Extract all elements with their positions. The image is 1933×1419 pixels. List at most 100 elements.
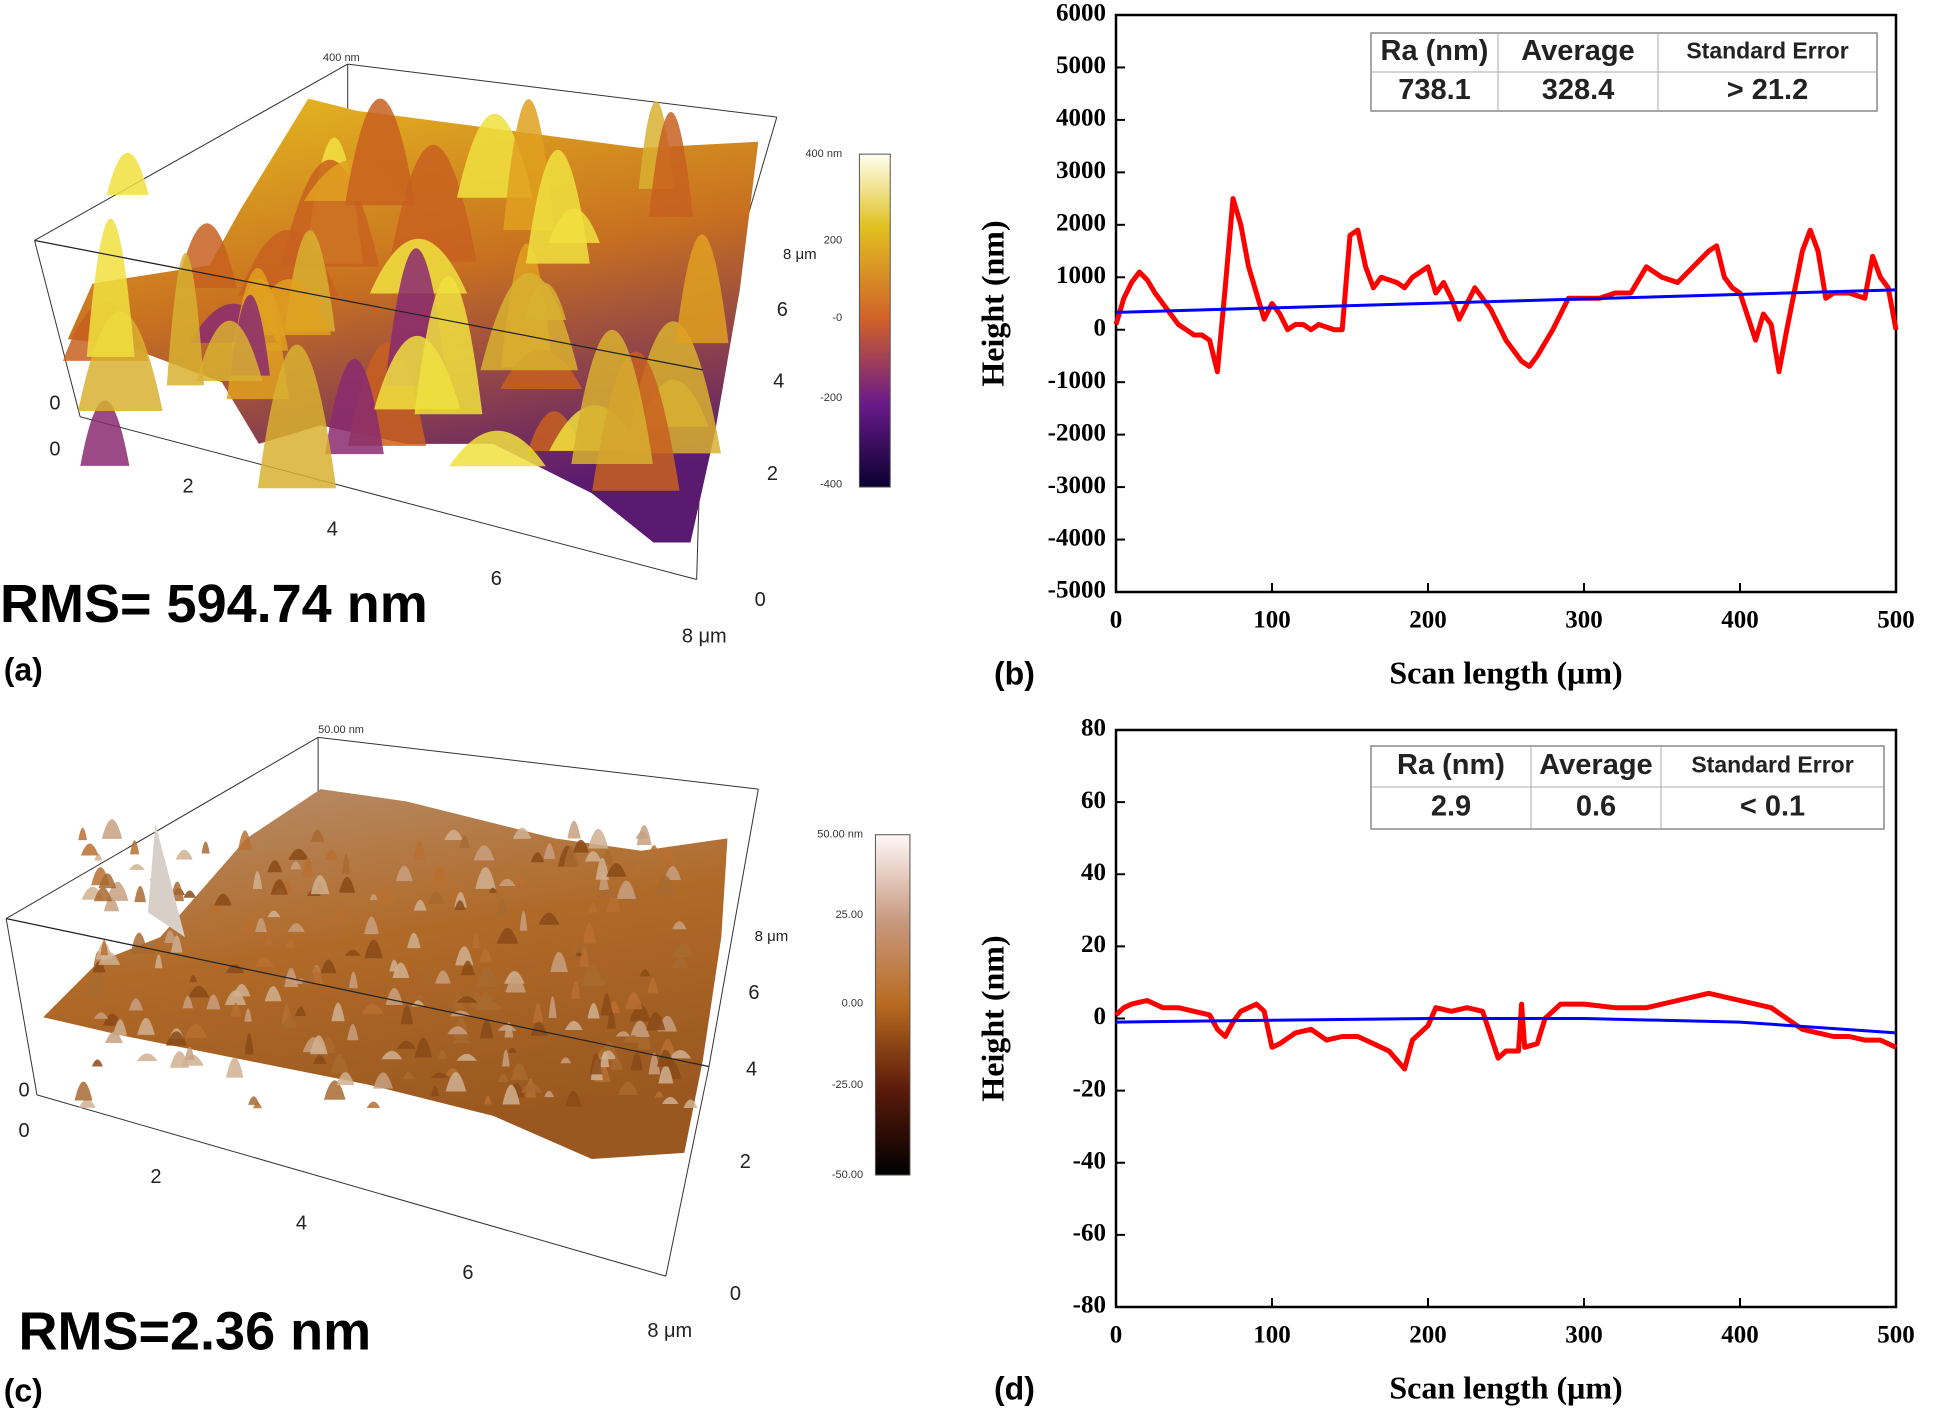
surface-peak [656, 1049, 675, 1067]
panel-label: (b) [994, 655, 1035, 691]
rms-label: RMS=2.36 nm [18, 1302, 371, 1362]
surface-peak [175, 849, 193, 860]
table-cell: 2.9 [1431, 791, 1471, 823]
surface-peak [154, 954, 163, 969]
surface-peak [310, 829, 325, 842]
surface-peak [497, 1024, 517, 1031]
surface-peak [101, 819, 123, 839]
surface-peak [445, 1071, 467, 1092]
x-tick-label: 500 [1877, 607, 1915, 634]
y-tick-label: -5000 [1048, 577, 1106, 604]
surface-peak [675, 234, 729, 344]
surface-peak [287, 923, 305, 932]
surface-peak [74, 1081, 93, 1101]
side-tick-label: 6 [777, 299, 788, 321]
surface-peak [205, 904, 225, 913]
colorbar-tick-label: -200 [820, 392, 842, 404]
surface-peak [438, 1050, 448, 1059]
surface-peak [435, 970, 451, 984]
box-edge [708, 789, 759, 1067]
x-tick-label: 0 [1110, 607, 1123, 634]
surface-peak [664, 865, 682, 881]
surface-peak [80, 400, 130, 466]
y-tick-label: 60 [1081, 787, 1106, 814]
table-header: Average [1521, 35, 1634, 67]
front-tick-label: 0 [18, 1120, 29, 1142]
box-edge [665, 1066, 710, 1277]
box-edge [34, 63, 348, 241]
box-edge [34, 240, 81, 417]
surface-peak [447, 1026, 468, 1035]
side-tick-label: 2 [740, 1151, 751, 1173]
surface-peak [582, 922, 596, 944]
surface-peak [78, 1099, 96, 1108]
y-tick-label: 20 [1081, 931, 1106, 958]
surface-peak [373, 1072, 393, 1089]
surface-peak [206, 994, 221, 1010]
box-edge [5, 736, 319, 920]
surface-peak [136, 1053, 158, 1062]
surface-peak [196, 320, 263, 381]
surface-peak [596, 889, 618, 898]
line-series [1114, 990, 1898, 1072]
rms-label: RMS= 594.74 nm [0, 574, 428, 634]
colorbar-tick-label: 0.00 [842, 998, 863, 1010]
surface-peak [615, 1031, 631, 1037]
y-tick-label: 5000 [1056, 52, 1106, 79]
surface-peak [460, 960, 475, 976]
side-tick-label: 4 [773, 371, 784, 393]
z-origin-label: 0 [18, 1079, 29, 1101]
surface-peak [622, 1035, 643, 1043]
surface-peak [78, 827, 88, 841]
surface-peak [618, 1081, 638, 1095]
surface-peak [588, 828, 609, 849]
surface-peak [295, 1006, 307, 1016]
side-tick-label: 8 μm [783, 246, 817, 263]
front-tick-label: 6 [462, 1262, 473, 1284]
surface-peak [649, 845, 659, 855]
surface-spike [147, 823, 185, 938]
surface-peak [672, 921, 687, 930]
surface-peak [455, 946, 474, 966]
surface-peak [633, 863, 641, 875]
z-origin-label: 0 [49, 393, 60, 415]
surface-peak [451, 1038, 472, 1044]
surface-peak [424, 967, 434, 985]
front-tick-label: 2 [182, 475, 193, 497]
surface-peak [189, 975, 198, 983]
surface-peak [182, 995, 193, 1009]
surface-peak [444, 829, 463, 841]
surface-peak [244, 1032, 254, 1055]
surface-peak [396, 1040, 417, 1050]
surface-peak [630, 1020, 650, 1038]
surface-peak [282, 1015, 298, 1028]
surface-peak [488, 887, 497, 893]
surface-peak [479, 948, 492, 963]
y-tick-label: 1000 [1056, 262, 1106, 289]
surface-peak [252, 871, 263, 890]
colorbar-tick-label: 200 [824, 234, 842, 246]
colorbar-tick-label: -400 [820, 478, 842, 490]
surface-peak [415, 994, 426, 1000]
surface-peak [226, 1057, 244, 1078]
surface-peak [214, 893, 232, 906]
surface-peak [636, 825, 652, 846]
surface-peak [105, 1031, 123, 1044]
surface-peak [649, 111, 693, 217]
surface-peak [510, 1063, 529, 1080]
surface-peak [456, 1053, 477, 1061]
surface-peak [550, 951, 568, 972]
colorbar [874, 834, 911, 1176]
surface-peak [565, 1020, 583, 1030]
surface-peak [331, 1002, 345, 1022]
box-edge [80, 416, 697, 580]
surface-peak [523, 283, 567, 320]
surface-peak [639, 969, 651, 977]
x-axis-label: Scan length (μm) [1389, 1369, 1622, 1405]
surface-peak [225, 964, 245, 974]
surface-peak [526, 149, 590, 264]
x-tick-label: 100 [1253, 1322, 1291, 1349]
surface-peak [414, 1037, 432, 1058]
surface-peak [325, 849, 339, 860]
